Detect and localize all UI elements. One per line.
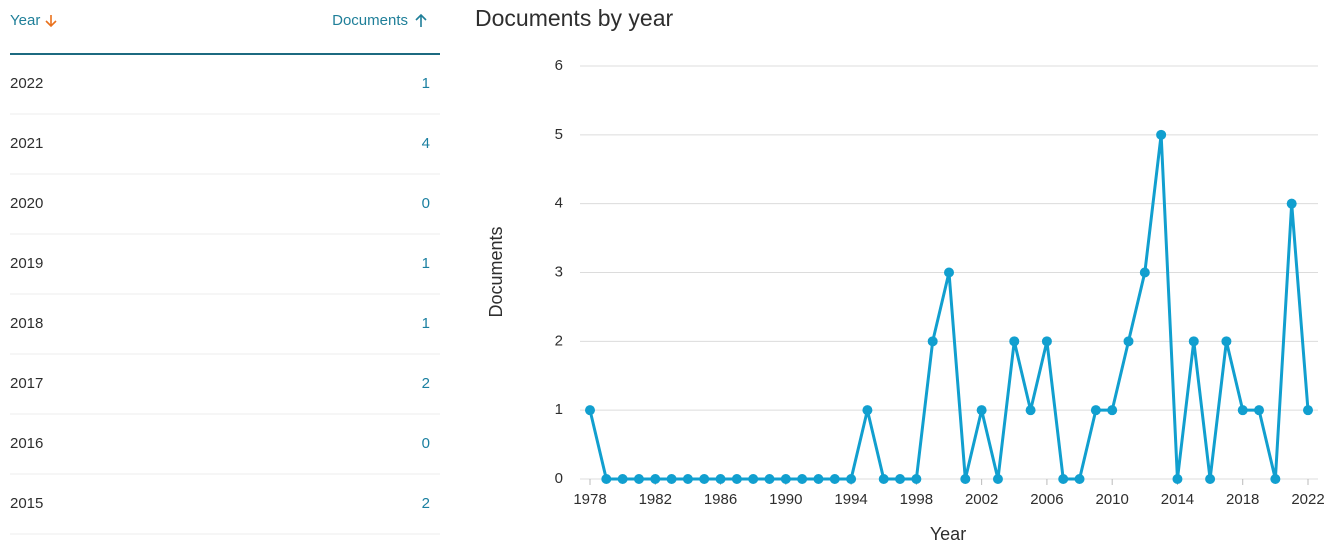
data-point [1107,405,1118,416]
documents-cell: 4 [422,135,430,152]
data-point [585,405,595,416]
x-axis-label: Year [930,524,966,544]
data-point [1254,405,1265,416]
data-point [862,405,873,416]
data-point [992,474,1003,484]
data-point [699,474,710,484]
data-point [895,474,906,484]
x-tick-label: 1986 [704,491,737,508]
data-point [666,474,677,484]
data-point [633,474,644,484]
data-point [780,474,791,484]
x-tick-label: 1982 [639,491,672,508]
data-point [1025,405,1036,416]
year-cell: 2019 [10,255,43,272]
y-tick-label: 1 [555,401,563,418]
documents-cell: 1 [422,75,430,92]
documents-cell: 2 [422,495,430,512]
y-axis-label: Documents [486,226,506,317]
data-point [748,474,759,484]
documents-cell: 1 [422,255,430,272]
data-point [1270,474,1281,484]
data-point [829,474,840,484]
data-point [976,405,987,416]
sort-desc-icon[interactable] [45,15,57,28]
plot: 0 1 2 3 4 5 6 1978 1982 1986 1990 1994 1998 2002 2006 2… [555,57,1325,508]
year-cell: 2022 [10,75,43,92]
data-point [764,474,775,484]
y-tick-label: 0 [555,470,563,487]
y-tick-label: 5 [555,126,563,143]
y-tick-label: 2 [555,332,563,349]
x-tick-label: 1990 [769,491,802,508]
data-point [1221,336,1232,347]
x-tick-label: 2006 [1030,491,1063,508]
x-tick-label: 2018 [1226,491,1259,508]
x-tick-label: 2010 [1095,491,1128,508]
chart-title: Documents by year [475,5,673,31]
year-cell: 2021 [10,135,43,152]
data-point [1090,405,1101,416]
year-cell: 2017 [10,375,43,392]
table-body: 2022 1 2021 4 2020 0 2019 1 2018 1 2017 2 2016 0 2015 2 [10,75,440,535]
y-tick-label: 3 [555,263,563,280]
documents-cell: 0 [422,195,430,212]
data-point [1205,474,1216,484]
data-point [1058,474,1069,484]
x-tick-label: 1998 [900,491,933,508]
data-point [960,474,971,484]
year-cell: 2020 [10,195,43,212]
data-point [797,474,808,484]
documents-cell: 0 [422,435,430,452]
data-point [1156,129,1167,140]
x-tick-label: 2014 [1161,491,1194,508]
sort-asc-icon[interactable] [415,13,427,27]
data-point [878,474,889,484]
x-tick-label: 1994 [834,491,867,508]
data-point [1286,198,1297,209]
data-point [813,474,824,484]
data-point [1074,474,1085,484]
year-header[interactable]: Year [10,12,40,29]
data-point [944,267,954,278]
data-point [1303,405,1313,416]
y-tick-label: 4 [555,195,563,212]
year-cell: 2015 [10,495,43,512]
data-point [1009,336,1020,347]
data-point [650,474,661,484]
y-tick-label: 6 [555,57,563,74]
data-point [715,474,726,484]
year-cell: 2016 [10,435,43,452]
series-line [588,134,1310,481]
documents-cell: 1 [422,315,430,332]
x-tick-label: 2002 [965,491,998,508]
data-point [682,474,693,484]
data-point [1237,405,1248,416]
data-point [1041,336,1052,347]
data-point [1123,336,1134,347]
x-tick-label: 1978 [573,491,606,508]
data-point [601,474,612,484]
data-point [731,474,742,484]
data-point [1188,336,1199,347]
data-point [1172,474,1183,484]
documents-header[interactable]: Documents [332,12,408,29]
data-point [846,474,857,484]
data-point [617,474,628,484]
documents-cell: 2 [422,375,430,392]
data-point [927,336,938,347]
year-cell: 2018 [10,315,43,332]
data-point [911,474,922,484]
data-point [1139,267,1150,278]
x-tick-label: 2022 [1291,491,1324,508]
